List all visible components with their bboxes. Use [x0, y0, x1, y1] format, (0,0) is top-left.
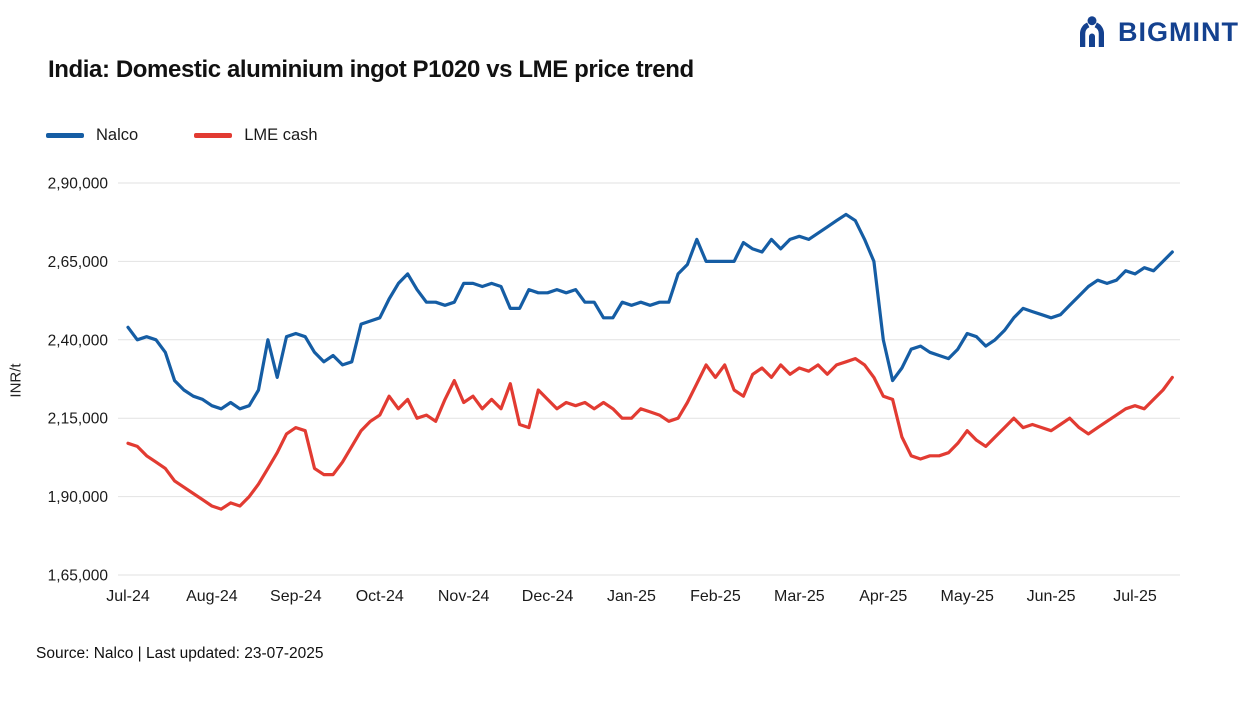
legend-label-lme-cash: LME cash	[244, 126, 318, 144]
svg-text:Feb-25: Feb-25	[690, 588, 741, 605]
svg-text:Oct-24: Oct-24	[356, 588, 404, 605]
svg-text:Mar-25: Mar-25	[774, 588, 825, 605]
legend-item-lme-cash: LME cash	[194, 126, 318, 145]
svg-text:Sep-24: Sep-24	[270, 588, 322, 605]
svg-text:May-25: May-25	[940, 588, 993, 605]
svg-text:Jul-25: Jul-25	[1113, 588, 1157, 605]
legend-swatch-lme-cash	[194, 133, 233, 138]
svg-text:Dec-24: Dec-24	[522, 588, 574, 605]
legend-item-nalco: Nalco	[46, 126, 138, 145]
svg-text:1,90,000: 1,90,000	[48, 489, 109, 506]
legend-swatch-nalco	[46, 133, 84, 138]
svg-text:2,40,000: 2,40,000	[48, 332, 109, 349]
bigmint-logo-text: BIGMINT	[1118, 16, 1239, 47]
svg-text:Jul-24: Jul-24	[106, 588, 150, 605]
svg-text:2,15,000: 2,15,000	[48, 411, 109, 428]
svg-text:Aug-24: Aug-24	[186, 588, 238, 605]
legend-label-nalco: Nalco	[96, 126, 139, 144]
svg-text:Jan-25: Jan-25	[607, 588, 656, 605]
page-title: India: Domestic aluminium ingot P1020 vs…	[48, 56, 694, 83]
chart-legend: Nalco LME cash	[46, 126, 318, 145]
svg-text:1,65,000: 1,65,000	[48, 568, 109, 585]
svg-text:2,90,000: 2,90,000	[48, 176, 109, 193]
svg-text:Apr-25: Apr-25	[859, 588, 907, 605]
source-text: Source: Nalco | Last updated: 23-07-2025	[36, 645, 324, 662]
svg-text:Jun-25: Jun-25	[1027, 588, 1076, 605]
bigmint-logo: BIGMINT	[1074, 14, 1239, 50]
svg-text:2,65,000: 2,65,000	[48, 254, 109, 271]
bigmint-logo-icon	[1074, 14, 1110, 50]
svg-text:Nov-24: Nov-24	[438, 588, 490, 605]
